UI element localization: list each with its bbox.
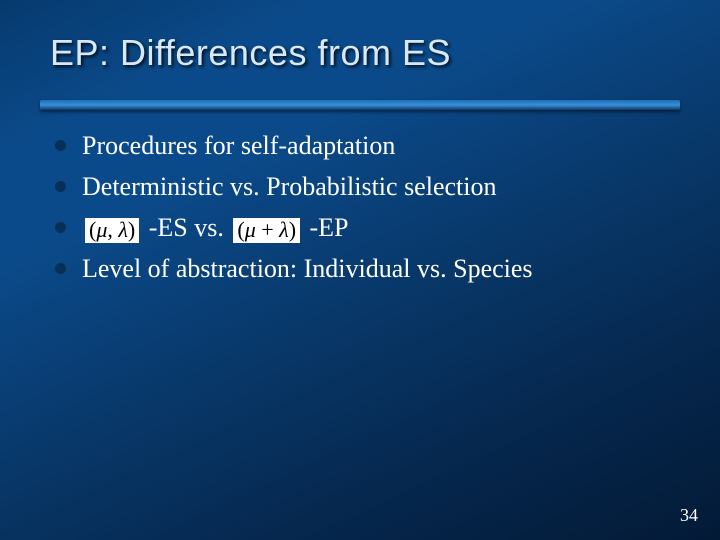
list-item: Deterministic vs. Probabilistic selectio… — [55, 169, 665, 204]
slide-number: 34 — [680, 505, 698, 526]
bullet-icon — [55, 181, 66, 192]
formula-mu-plus-lambda: (μ + λ) — [233, 218, 300, 243]
bullet-icon — [55, 263, 66, 274]
list-item: Level of abstraction: Individual vs. Spe… — [55, 251, 665, 286]
formula-mu-comma-lambda: (μ, λ) — [85, 218, 139, 243]
slide-title: EP: Differences from ES — [50, 32, 451, 74]
bullet-list: Procedures for self-adaptation Determini… — [55, 128, 665, 292]
slide: EP: Differences from ES Procedures for s… — [0, 0, 720, 540]
bullet-mid-text: -ES vs. — [142, 213, 230, 242]
title-underline-rule — [40, 100, 680, 110]
bullet-text: Procedures for self-adaptation — [82, 128, 395, 163]
bullet-suffix-text: -EP — [303, 213, 349, 242]
bullet-text: Level of abstraction: Individual vs. Spe… — [82, 251, 533, 286]
bullet-icon — [55, 140, 66, 151]
list-item: (μ, λ) -ES vs. (μ + λ) -EP — [55, 210, 665, 245]
bullet-text: Deterministic vs. Probabilistic selectio… — [82, 169, 496, 204]
list-item: Procedures for self-adaptation — [55, 128, 665, 163]
bullet-icon — [55, 222, 66, 233]
bullet-text: (μ, λ) -ES vs. (μ + λ) -EP — [82, 210, 349, 245]
